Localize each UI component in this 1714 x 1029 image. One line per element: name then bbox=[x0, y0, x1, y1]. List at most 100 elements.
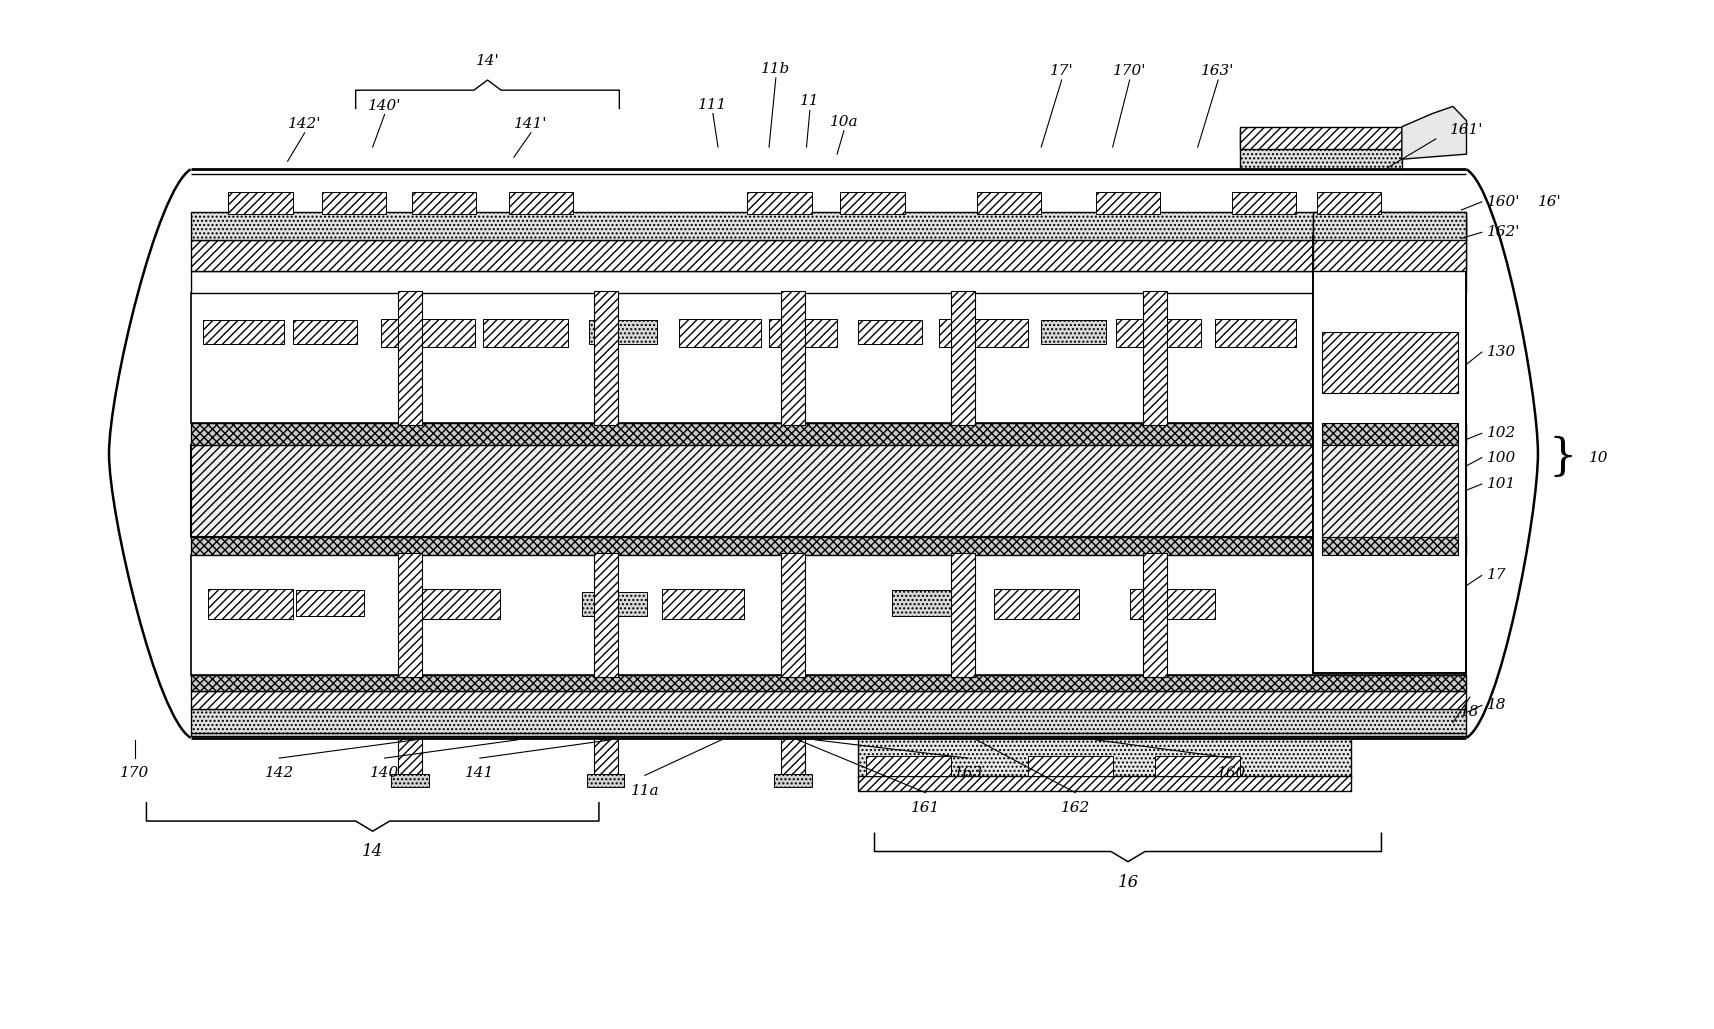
Text: 163': 163' bbox=[1202, 64, 1234, 78]
Text: 130: 130 bbox=[1486, 345, 1515, 359]
Bar bbox=[190, 423, 1465, 446]
Bar bbox=[773, 775, 811, 786]
Bar bbox=[951, 736, 974, 778]
Bar bbox=[1316, 191, 1381, 214]
Bar bbox=[190, 446, 1465, 537]
Bar bbox=[939, 319, 1027, 347]
Bar bbox=[593, 553, 617, 677]
Text: }: } bbox=[1548, 436, 1575, 480]
Bar bbox=[297, 590, 363, 616]
Bar bbox=[768, 319, 836, 347]
Bar bbox=[202, 320, 285, 344]
Text: 142: 142 bbox=[264, 767, 293, 780]
Bar bbox=[1155, 756, 1239, 777]
Bar bbox=[381, 319, 475, 347]
Text: 142': 142' bbox=[288, 116, 321, 131]
Bar bbox=[1143, 553, 1167, 677]
Bar bbox=[190, 212, 1465, 241]
Text: 14: 14 bbox=[362, 844, 384, 860]
Bar bbox=[857, 777, 1351, 790]
Text: 170: 170 bbox=[120, 767, 149, 780]
Text: 161': 161' bbox=[1448, 122, 1483, 137]
Bar bbox=[586, 775, 624, 786]
Text: 162: 162 bbox=[1059, 801, 1088, 815]
Bar bbox=[1136, 775, 1172, 786]
Bar bbox=[593, 736, 617, 778]
Bar bbox=[780, 736, 804, 778]
Bar bbox=[398, 553, 422, 677]
Bar bbox=[1116, 319, 1200, 347]
Bar bbox=[509, 191, 572, 214]
Text: 14': 14' bbox=[475, 54, 499, 68]
Text: 17: 17 bbox=[1486, 568, 1505, 582]
Text: 18: 18 bbox=[1486, 699, 1505, 712]
Bar bbox=[293, 320, 357, 344]
Bar bbox=[1321, 331, 1457, 393]
Bar bbox=[190, 271, 1465, 293]
Bar bbox=[406, 589, 500, 619]
Bar bbox=[1321, 423, 1457, 446]
Bar bbox=[1143, 736, 1167, 778]
Bar bbox=[322, 191, 386, 214]
Bar bbox=[391, 775, 428, 786]
Bar bbox=[1130, 589, 1214, 619]
Bar bbox=[190, 555, 1465, 675]
Bar bbox=[679, 319, 759, 347]
Text: 161: 161 bbox=[910, 801, 939, 815]
Text: 140: 140 bbox=[370, 767, 399, 780]
Bar bbox=[1231, 191, 1296, 214]
Text: 140': 140' bbox=[367, 99, 401, 112]
Bar bbox=[951, 291, 974, 425]
Bar bbox=[1321, 446, 1457, 537]
Text: 10a: 10a bbox=[830, 115, 857, 129]
Text: 100: 100 bbox=[1486, 451, 1515, 465]
Text: 11a: 11a bbox=[631, 783, 658, 797]
Text: 141: 141 bbox=[464, 767, 494, 780]
Bar bbox=[747, 191, 811, 214]
Bar bbox=[1040, 320, 1106, 344]
Bar bbox=[190, 170, 1465, 738]
Bar bbox=[228, 191, 293, 214]
Bar bbox=[992, 589, 1078, 619]
Bar bbox=[780, 553, 804, 677]
Text: 160': 160' bbox=[1486, 194, 1520, 209]
Text: 18: 18 bbox=[1459, 705, 1479, 719]
Bar bbox=[588, 320, 656, 344]
Text: 160: 160 bbox=[1217, 767, 1246, 780]
Bar bbox=[1321, 537, 1457, 555]
Text: 163: 163 bbox=[953, 767, 982, 780]
Bar bbox=[866, 756, 951, 777]
Bar bbox=[944, 775, 980, 786]
Bar bbox=[190, 691, 1465, 709]
Bar bbox=[857, 320, 922, 344]
Bar bbox=[581, 592, 646, 616]
Text: 111: 111 bbox=[698, 98, 727, 111]
Text: 11b: 11b bbox=[761, 62, 790, 76]
Bar bbox=[593, 291, 617, 425]
Bar bbox=[207, 589, 293, 619]
Bar bbox=[780, 291, 804, 425]
Bar bbox=[951, 553, 974, 677]
Bar bbox=[411, 191, 476, 214]
Bar bbox=[857, 738, 1351, 778]
Bar bbox=[1143, 291, 1167, 425]
Bar bbox=[190, 537, 1465, 555]
Bar bbox=[1313, 237, 1465, 673]
Text: 16: 16 bbox=[1118, 874, 1138, 891]
Bar bbox=[975, 191, 1040, 214]
Bar bbox=[1239, 129, 1400, 170]
Bar bbox=[398, 736, 422, 778]
Text: 10: 10 bbox=[1589, 451, 1608, 465]
Bar bbox=[190, 293, 1465, 423]
Text: 102: 102 bbox=[1486, 426, 1515, 440]
Text: 170': 170' bbox=[1112, 64, 1145, 78]
Bar bbox=[1313, 218, 1465, 271]
Bar bbox=[840, 191, 905, 214]
Bar bbox=[190, 709, 1465, 736]
Bar bbox=[483, 319, 567, 347]
Bar bbox=[190, 241, 1465, 271]
Bar bbox=[190, 675, 1465, 691]
Bar bbox=[1313, 212, 1465, 241]
Text: 16': 16' bbox=[1537, 194, 1561, 209]
Bar bbox=[1214, 319, 1296, 347]
